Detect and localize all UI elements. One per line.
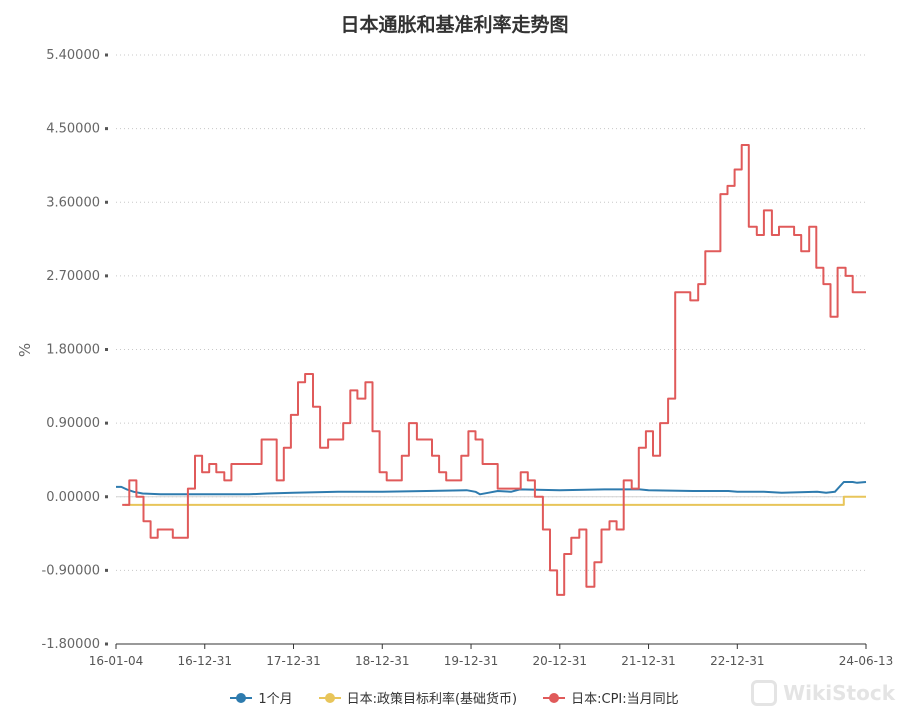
legend-item-cpi[interactable]: 日本:CPI:当月同比 (543, 688, 679, 707)
watermark-text: WikiStock (783, 681, 895, 705)
grid-layer (116, 54, 866, 571)
y-tick-label: 5.40000 (46, 48, 100, 63)
legend-dot (236, 692, 247, 703)
legend-dot (549, 692, 560, 703)
y-tick-mark (105, 568, 108, 572)
y-tick-label: 3.60000 (46, 195, 100, 210)
series-layer (116, 144, 867, 596)
x-tick-label: 16-01-04 (89, 654, 143, 668)
x-tick-label: 22-12-31 (710, 654, 764, 668)
y-tick-mark (105, 642, 108, 646)
legend-marker-icon (318, 692, 341, 704)
x-tick-label: 19-12-31 (444, 654, 498, 668)
watermark-logo-icon (751, 680, 778, 706)
y-tick-mark (105, 421, 108, 425)
y-tick-mark (105, 200, 108, 204)
legend-marker-icon (230, 692, 253, 704)
series-line-0 (116, 481, 867, 496)
chart-title: 日本通胀和基准利率走势图 (340, 14, 569, 36)
watermark: WikiStock (751, 680, 895, 706)
y-axis-label: % (16, 343, 34, 357)
legend-label: 1个月 (258, 692, 293, 707)
y-tick-label: 1.80000 (46, 343, 100, 358)
legend-dot (324, 692, 335, 703)
y-tick-mark (105, 274, 108, 278)
legend-item-1m[interactable]: 1个月 (230, 688, 293, 707)
legend-label: 日本:CPI:当月同比 (571, 692, 679, 707)
x-tick-label: 16-12-31 (178, 654, 232, 668)
x-tick-label: 20-12-31 (533, 654, 587, 668)
y-tick-mark (105, 348, 108, 351)
series-line-2 (122, 144, 866, 596)
y-tick-mark (105, 495, 108, 499)
y-tick-label: 4.50000 (46, 122, 100, 137)
legend-label: 日本:政策目标利率(基础货币) (346, 692, 518, 707)
y-tick-label: 2.70000 (46, 269, 100, 284)
y-tick-mark (105, 53, 108, 57)
axis-layer: 5.40000 4.50000 3.60000 2.70000 1.80000 0.900… (42, 48, 894, 668)
x-tick-label: 21-12-31 (621, 654, 675, 668)
legend-marker-icon (543, 692, 566, 704)
x-tick-label: 18-12-31 (355, 654, 409, 668)
legend: 1个月 日本:政策目标利率(基础货币) 日本:CPI:当月同比 (0, 688, 909, 707)
y-tick-label: -1.80000 (42, 637, 100, 652)
legend-item-policy-rate[interactable]: 日本:政策目标利率(基础货币) (318, 688, 518, 707)
x-tick-label: 24-06-13 (839, 654, 893, 668)
y-tick-label: 0.90000 (46, 416, 100, 431)
series-line-1 (124, 495, 866, 506)
y-tick-label: 0.00000 (46, 490, 100, 505)
y-tick-mark (105, 127, 108, 131)
y-tick-label: -0.90000 (42, 563, 100, 578)
x-tick-label: 17-12-31 (266, 654, 320, 668)
